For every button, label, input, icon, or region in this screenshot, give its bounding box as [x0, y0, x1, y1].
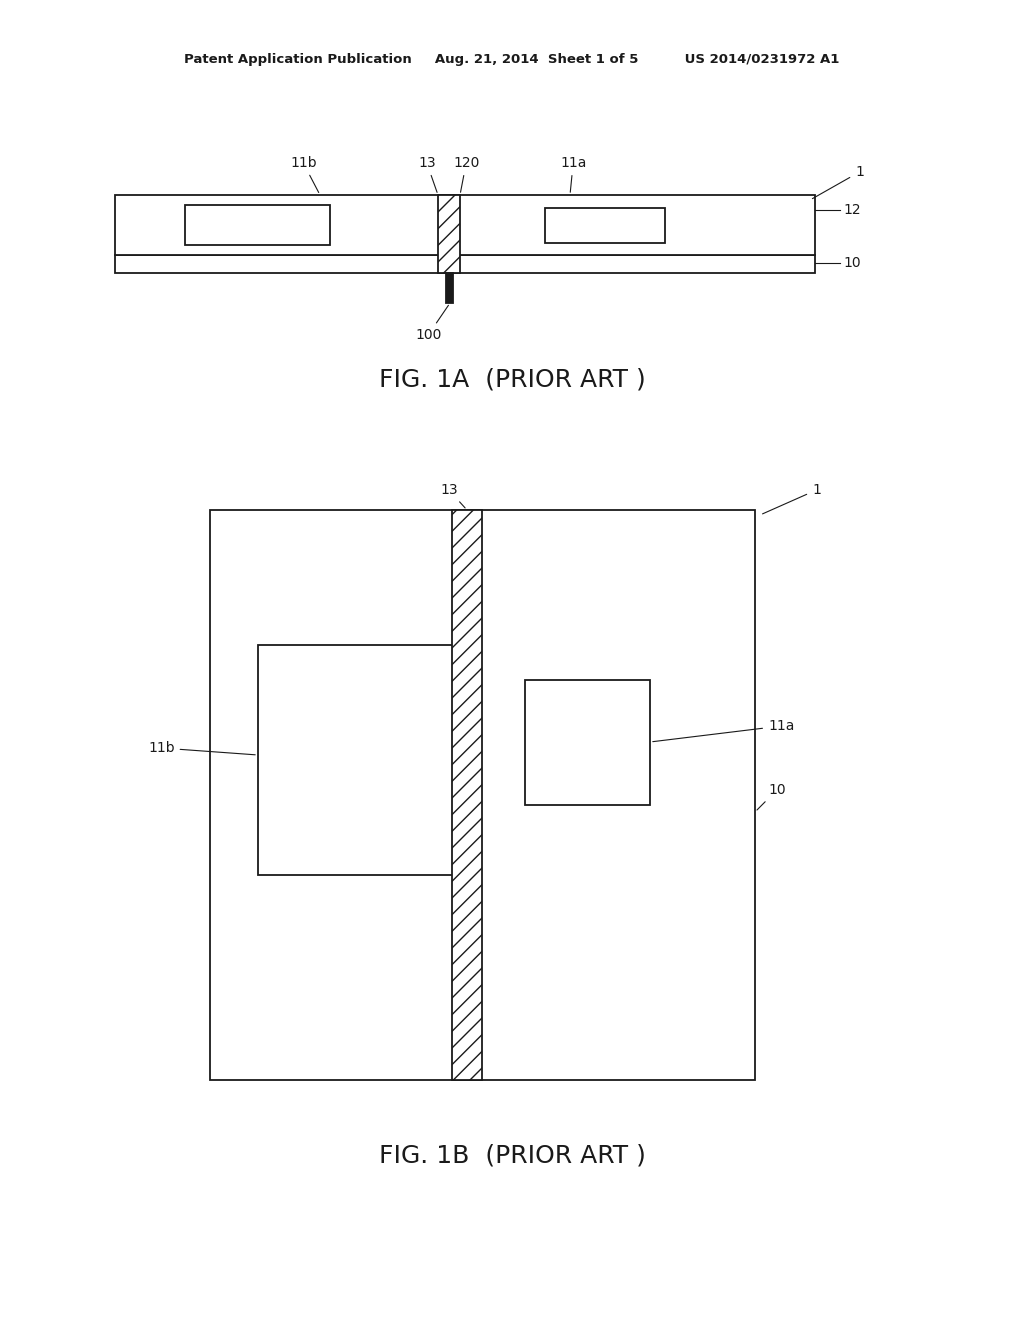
Text: 13: 13 [418, 156, 437, 193]
Bar [210, 510, 755, 1080]
Text: 11a: 11a [560, 156, 587, 193]
Bar [115, 195, 815, 255]
Text: 100: 100 [415, 305, 449, 342]
Bar [446, 273, 453, 304]
Bar [438, 195, 460, 273]
Text: 11a: 11a [652, 719, 795, 742]
Bar [185, 205, 330, 246]
Text: 10: 10 [757, 783, 785, 810]
Bar [115, 255, 815, 273]
Text: 10: 10 [843, 256, 860, 271]
Bar [452, 510, 482, 1080]
Text: Patent Application Publication     Aug. 21, 2014  Sheet 1 of 5          US 2014/: Patent Application Publication Aug. 21, … [184, 54, 840, 66]
Bar [258, 645, 453, 875]
Text: 1: 1 [812, 165, 864, 198]
Text: FIG. 1A  (PRIOR ART ): FIG. 1A (PRIOR ART ) [379, 368, 645, 392]
Text: 12: 12 [843, 203, 860, 216]
Text: 13: 13 [440, 483, 465, 508]
Text: 120: 120 [453, 156, 479, 193]
Text: 1: 1 [763, 483, 821, 513]
Bar [525, 680, 650, 805]
Text: 11b: 11b [290, 156, 318, 193]
Bar [545, 209, 665, 243]
Text: FIG. 1B  (PRIOR ART ): FIG. 1B (PRIOR ART ) [379, 1143, 645, 1167]
Text: 11b: 11b [148, 741, 255, 755]
